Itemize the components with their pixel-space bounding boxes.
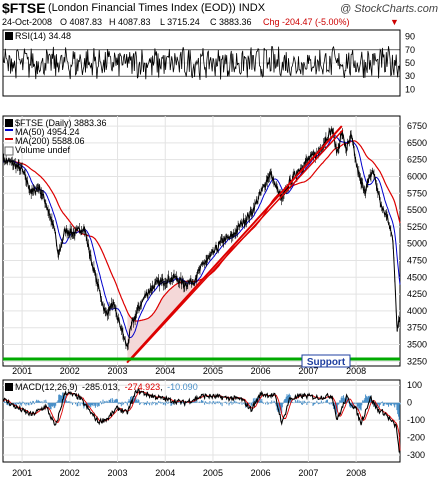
year-tick-label: 2007: [298, 468, 318, 478]
quote-close: C 3883.36: [210, 17, 252, 27]
macd-signal-line: [2, 390, 401, 451]
quote-date: 24-Oct-2008: [2, 17, 53, 27]
macd-series-line: [2, 388, 401, 453]
price-tick-label: 6750: [407, 121, 427, 131]
macd-panel: 100 0 -100 -200 -300 MACD(12,26,9) -285.013,…: [2, 379, 425, 463]
macd-legend-swatch: [5, 383, 13, 391]
macd-value: -285.013: [82, 382, 118, 392]
price-tick-label: 4000: [407, 306, 427, 316]
rsi-tick-label: 70: [405, 45, 415, 55]
macd-tick-label: -100: [407, 415, 425, 425]
quote-low: L 3715.24: [160, 17, 200, 27]
volume-legend-label: Volume undef: [15, 145, 71, 155]
price-tick-label: 4250: [407, 289, 427, 299]
price-tick-label: 5500: [407, 205, 427, 215]
macd-label: MACD(12,26,9): [15, 382, 78, 392]
histogram-value: -10.090: [167, 382, 198, 392]
price-tick-label: 5000: [407, 239, 427, 249]
year-tick-label: 2002: [60, 366, 80, 376]
year-tick-label: 2004: [155, 366, 175, 376]
ma50-legend-label: MA(50) 4954.24: [15, 127, 80, 137]
year-axis-upper: 2001 2002 2003 2004 2005 2006 2007 2008: [12, 366, 366, 376]
rsi-label: RSI(14) 34.48: [15, 31, 71, 41]
price-range-bars: [2, 126, 401, 351]
year-tick-label: 2005: [203, 468, 223, 478]
macd-legend: MACD(12,26,9) -285.013, -274.923, -10.09…: [15, 382, 198, 392]
rsi-panel: 90 70 50 30 10 RSI(14) 34.48: [2, 29, 415, 97]
year-tick-label: 2008: [346, 366, 366, 376]
support-label: Support: [307, 357, 346, 368]
year-tick-label: 2008: [346, 468, 366, 478]
ma50-legend-swatch: [5, 129, 13, 131]
quote-open: O 4087.83: [60, 17, 103, 27]
price-tick-label: 6000: [407, 171, 427, 181]
exchange-label: INDX: [238, 2, 266, 14]
price-tick-label: 3250: [407, 356, 427, 366]
index-name: (London Financial Times Index (EOD)): [48, 2, 236, 14]
year-tick-label: 2005: [203, 366, 223, 376]
year-tick-label: 2007: [298, 366, 318, 376]
price-tick-label: 5750: [407, 188, 427, 198]
macd-tick-label: 0: [407, 398, 412, 408]
price-legend-swatch: [5, 119, 13, 127]
macd-tick-label: 100: [407, 380, 422, 390]
rsi-tick-label: 50: [405, 58, 415, 68]
symbol-label: $FTSE: [2, 0, 46, 16]
rsi-tick-label: 10: [405, 84, 415, 94]
rsi-tick-label: 90: [405, 32, 415, 42]
trendline: [126, 125, 343, 364]
price-tick-label: 6500: [407, 138, 427, 148]
price-panel: Support 6750 6500 6250 6000 5750 5500 5250 5000…: [2, 115, 427, 368]
signal-value: -274.923: [125, 382, 161, 392]
chart-title-row: $FTSE (London Financial Times Index (EOD…: [0, 0, 441, 17]
index-name-row: (London Financial Times Index (EOD)) IND…: [48, 2, 265, 14]
year-tick-label: 2003: [108, 366, 128, 376]
year-tick-label: 2004: [155, 468, 175, 478]
ma200-legend-swatch: [5, 138, 13, 140]
price-tick-label: 3750: [407, 323, 427, 333]
quote-change: Chg -204.47 (-5.00%): [263, 17, 350, 27]
volume-legend-swatch: [4, 146, 14, 156]
stockcharts-brand: @ StockCharts.com: [340, 3, 438, 15]
year-tick-label: 2001: [12, 366, 32, 376]
price-tick-label: 4500: [407, 272, 427, 282]
ma200-legend-label: MA(200) 5588.06: [15, 136, 85, 146]
rsi-series-line: [2, 45, 401, 81]
price-tick-label: 3500: [407, 339, 427, 349]
macd-tick-label: -200: [407, 433, 425, 443]
support-label-box: Support: [301, 354, 351, 368]
price-legend-title: $FTSE (Daily) 3883.36: [15, 118, 107, 128]
rsi-legend-swatch: [5, 32, 13, 40]
macd-frame: [2, 379, 401, 463]
down-arrow-icon: ▼: [390, 17, 399, 27]
price-frame: [2, 115, 401, 367]
trendline-inner: [129, 129, 344, 362]
year-tick-label: 2001: [12, 468, 32, 478]
price-legend: $FTSE (Daily) 3883.36 MA(50) 4954.24 MA(…: [4, 118, 107, 156]
price-tick-label: 6250: [407, 155, 427, 165]
macd-tick-label: -300: [407, 450, 425, 460]
year-tick-label: 2002: [60, 468, 80, 478]
price-tick-label: 4750: [407, 255, 427, 265]
year-tick-label: 2006: [251, 468, 271, 478]
rsi-tick-label: 30: [405, 71, 415, 81]
price-tick-label: 5250: [407, 222, 427, 232]
year-tick-label: 2006: [251, 366, 271, 376]
year-tick-label: 2003: [108, 468, 128, 478]
quote-high: H 4087.83: [109, 17, 151, 27]
year-axis-lower: 2001 2002 2003 2004 2005 2006 2007 2008: [12, 468, 366, 478]
quote-row: 24-Oct-2008 O 4087.83 H 4087.83 L 3715.2…: [0, 3, 441, 29]
